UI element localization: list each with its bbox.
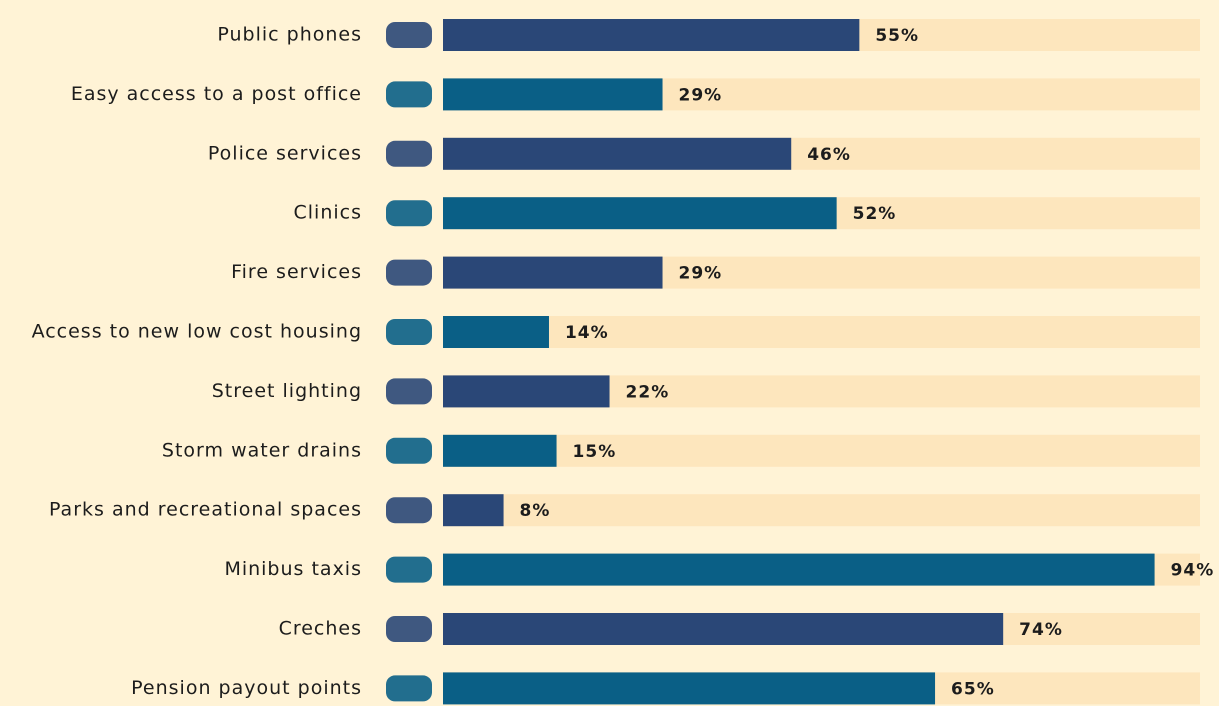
value-label: 14% xyxy=(565,323,609,343)
icon xyxy=(386,497,432,524)
bar xyxy=(443,613,1004,645)
value-label: 22% xyxy=(626,382,670,402)
bar xyxy=(443,494,504,527)
category-label: Easy access to a post office xyxy=(71,83,362,105)
icon xyxy=(386,259,432,286)
category-label: Street lighting xyxy=(212,380,362,402)
bar-track xyxy=(443,434,1200,467)
value-label: 55% xyxy=(875,26,919,46)
value-label: 65% xyxy=(951,679,995,699)
category-label: Access to new low cost housing xyxy=(32,321,362,343)
value-label: 94% xyxy=(1171,561,1215,581)
bar xyxy=(443,672,936,705)
icon xyxy=(386,81,432,108)
category-label: Police services xyxy=(208,142,362,164)
icon xyxy=(386,319,432,345)
value-label: 46% xyxy=(807,145,851,165)
value-label: 52% xyxy=(853,204,897,224)
bar-track xyxy=(443,494,1200,527)
category-label: Minibus taxis xyxy=(224,558,362,580)
icon xyxy=(386,378,432,405)
bar xyxy=(443,375,610,408)
category-label: Storm water drains xyxy=(162,439,362,461)
bar xyxy=(443,434,557,467)
bar xyxy=(443,316,549,348)
icon xyxy=(386,22,432,48)
bar xyxy=(443,137,792,170)
value-label: 29% xyxy=(679,264,723,284)
category-label: Public phones xyxy=(217,24,362,46)
value-label: 8% xyxy=(520,501,551,521)
bar-track xyxy=(443,316,1200,348)
category-label: Creches xyxy=(279,618,362,640)
bar xyxy=(443,256,663,289)
icon xyxy=(386,675,432,702)
category-label: Pension payout points xyxy=(131,677,362,699)
icon xyxy=(386,437,432,464)
icon xyxy=(386,140,432,167)
category-label: Clinics xyxy=(294,202,363,224)
value-label: 74% xyxy=(1019,620,1063,640)
bar xyxy=(443,553,1155,586)
category-label: Parks and recreational spaces xyxy=(49,499,362,521)
bar xyxy=(443,19,860,51)
bar xyxy=(443,78,663,111)
category-label: Fire services xyxy=(231,261,362,283)
value-label: 15% xyxy=(573,442,617,462)
icon xyxy=(386,616,432,642)
icon xyxy=(386,556,432,583)
value-label: 29% xyxy=(679,85,723,105)
bar xyxy=(443,197,837,230)
icon xyxy=(386,200,432,227)
